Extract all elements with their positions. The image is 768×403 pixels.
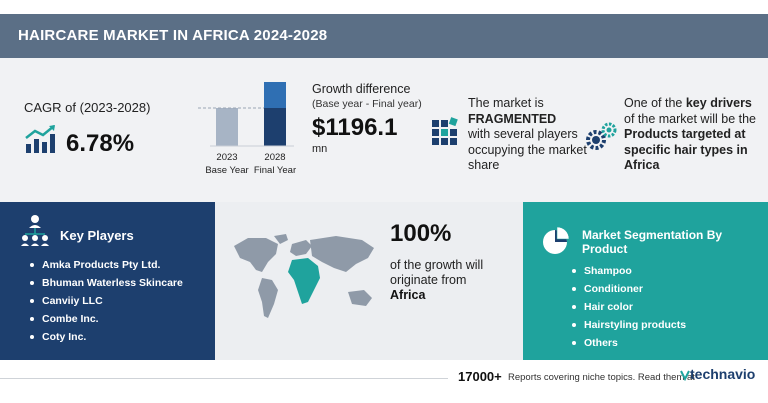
- footer-text: Reports covering niche topics. Read them…: [508, 372, 695, 383]
- technavio-logo[interactable]: technavio: [690, 366, 756, 382]
- fragmented-blocks-icon: [432, 117, 458, 145]
- growth-bar-chart: 2023 Base Year 2028 Final Year: [198, 82, 296, 176]
- footer: [0, 360, 768, 403]
- people-network-icon: [21, 215, 49, 246]
- key-players-panel: [0, 202, 215, 360]
- bar-base-year-caption: Base Year: [205, 165, 248, 176]
- cagr-value: 6.78%: [66, 130, 135, 157]
- segmentation-panel: [523, 202, 768, 360]
- growth-chart-icon: [25, 125, 55, 153]
- cagr-label: CAGR of (2023-2028): [24, 100, 151, 115]
- bar-final-year-growth: [264, 82, 286, 108]
- list-item: Shampoo: [572, 264, 686, 282]
- key-players-title: Key Players: [60, 228, 134, 243]
- list-item: Hair color: [572, 300, 686, 318]
- map-africa: [288, 258, 320, 304]
- fragmented-line1: The market is: [468, 96, 544, 110]
- bar-base-year-label: 2023: [216, 152, 237, 163]
- list-item: Hairstyling products: [572, 318, 686, 336]
- key-players-list: Amka Products Pty Ltd. Bhuman Waterless …: [30, 258, 183, 348]
- growth-difference-value: $1196.1: [312, 114, 398, 141]
- share-region: Africa: [390, 288, 426, 302]
- map-australia: [348, 290, 372, 306]
- fragmented-bold: FRAGMENTED: [468, 111, 557, 126]
- share-value: 100%: [390, 220, 452, 247]
- growth-difference-label: Growth difference: [312, 82, 411, 96]
- share-text: of the growth will originate from: [390, 258, 484, 287]
- summary-band: [0, 58, 768, 202]
- drivers-mid: of the market will be the: [624, 111, 757, 126]
- fragmented-rest: with several players occupying the marke…: [468, 127, 587, 172]
- bar-base-year: [216, 108, 238, 146]
- bar-final-year-label: 2028: [264, 152, 285, 163]
- map-north-america: [234, 238, 278, 272]
- list-item: Canviiy LLC: [30, 294, 183, 312]
- list-item: Combe Inc.: [30, 312, 183, 330]
- list-item: Conditioner: [572, 282, 686, 300]
- map-greenland: [274, 234, 288, 244]
- list-item: Coty Inc.: [30, 330, 183, 348]
- page-title: HAIRCARE MARKET IN AFRICA 2024-2028: [18, 27, 328, 44]
- bar-final-year-base: [264, 108, 286, 146]
- growth-difference-unit: mn: [312, 143, 328, 155]
- growth-difference-sub: (Base year - Final year): [312, 98, 422, 110]
- list-item: Others: [572, 336, 686, 354]
- fragmented-text: The market is FRAGMENTED with several pl…: [468, 96, 598, 174]
- map-south-america: [258, 278, 278, 318]
- drivers-pre: One of the: [624, 96, 683, 110]
- bar-final-year-caption: Final Year: [254, 165, 296, 176]
- world-map-image: [234, 234, 374, 318]
- map-europe: [290, 240, 312, 256]
- technavio-logo-icon: [680, 370, 690, 381]
- segmentation-list: Shampoo Conditioner Hair color Hairstyli…: [572, 264, 686, 354]
- footer-report-count: 17000+: [458, 369, 502, 384]
- list-item: Bhuman Waterless Skincare: [30, 276, 183, 294]
- gears-icon: [586, 122, 617, 150]
- header-banner: HAIRCARE MARKET IN AFRICA 2024-2028: [0, 14, 768, 58]
- pie-chart-icon: [543, 226, 570, 254]
- drivers-text: One of the key drivers of the market wil…: [624, 96, 764, 174]
- footer-divider: [0, 378, 448, 379]
- drivers-bold1: key drivers: [685, 96, 752, 110]
- map-asia: [310, 236, 374, 272]
- drivers-bold2: Products targeted at specific hair types…: [624, 127, 748, 172]
- segmentation-title: Market Segmentation By Product: [582, 228, 723, 256]
- list-item: Amka Products Pty Ltd.: [30, 258, 183, 276]
